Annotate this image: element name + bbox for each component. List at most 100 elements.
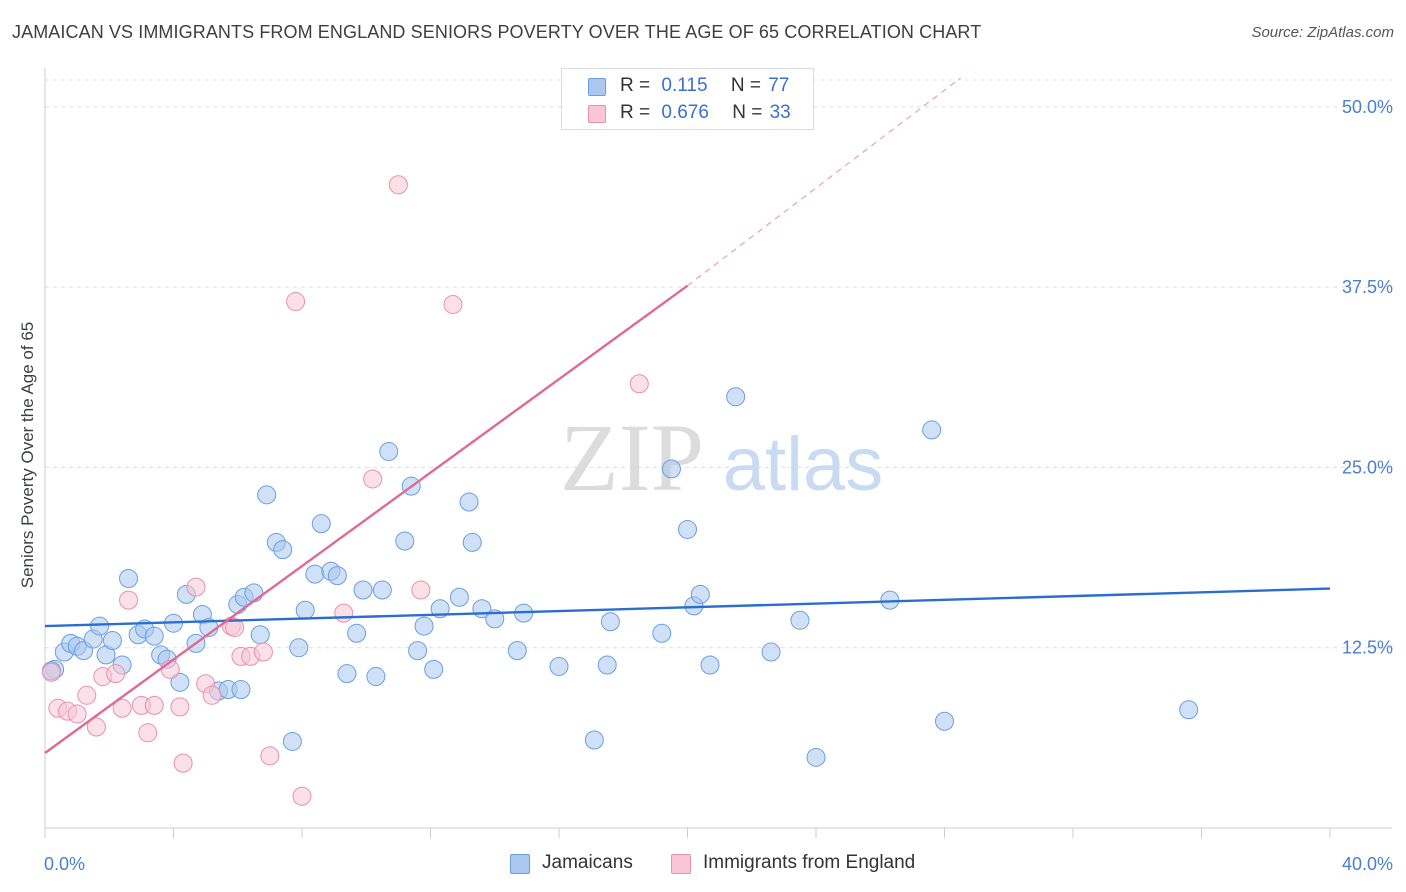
point-jamaicans: [459, 492, 479, 512]
point-england: [77, 685, 97, 705]
point-jamaicans: [372, 580, 392, 600]
trend-lines: [44, 77, 1331, 754]
trend-line-england-extension: [687, 77, 961, 287]
point-england: [629, 374, 649, 394]
legend-swatch-jamaicans: [588, 78, 606, 96]
point-jamaicans: [231, 680, 251, 700]
legend-swatch-england: [588, 105, 606, 123]
point-jamaicans: [726, 387, 746, 407]
point-jamaicans: [549, 656, 569, 676]
point-jamaicans: [327, 566, 347, 586]
point-jamaicans: [366, 667, 386, 687]
legend-r-value: 0.115: [661, 75, 708, 96]
bottom-legend-swatch-england: [671, 854, 691, 874]
point-jamaicans: [485, 609, 505, 629]
legend-n-value: 77: [768, 75, 790, 96]
legend-n-label: N =: [732, 102, 763, 123]
point-jamaicans: [678, 519, 697, 539]
point-jamaicans: [584, 730, 604, 750]
bottom-legend-label: Jamaicans: [542, 852, 633, 873]
point-england: [67, 704, 87, 724]
point-jamaicans: [119, 568, 139, 588]
legend-text: R = 0.115 N = 77: [620, 75, 789, 97]
point-jamaicans: [90, 616, 110, 636]
trend-line-england: [44, 284, 689, 754]
y-tick-label: 12.5%: [1342, 638, 1393, 658]
point-england: [253, 642, 273, 662]
point-england: [260, 746, 280, 766]
point-england: [106, 664, 126, 684]
watermark-atlas: atlas: [723, 422, 884, 507]
point-england: [202, 685, 222, 705]
point-jamaicans: [250, 625, 270, 645]
series-england-points: [41, 175, 649, 806]
point-england: [443, 294, 463, 314]
grid-lines: [45, 79, 1392, 649]
point-jamaicans: [289, 638, 309, 658]
point-jamaicans: [1179, 700, 1199, 720]
point-england: [138, 723, 158, 743]
point-england: [86, 717, 106, 737]
point-england: [119, 590, 139, 610]
point-jamaicans: [347, 623, 367, 643]
point-jamaicans: [305, 564, 325, 584]
point-jamaicans: [144, 626, 164, 646]
point-jamaicans: [935, 711, 954, 731]
point-jamaicans: [295, 600, 315, 620]
point-jamaicans: [700, 655, 720, 675]
point-england: [112, 698, 132, 718]
tick-labels: 12.5% 25.0% 37.5% 50.0% 0.0% 40.0%: [44, 97, 1393, 874]
bottom-legend-label: Immigrants from England: [703, 852, 916, 873]
point-jamaicans: [424, 659, 444, 679]
point-jamaicans: [661, 459, 681, 479]
point-jamaicans: [761, 642, 781, 662]
legend-r-label: R =: [620, 75, 651, 96]
source-label: Source: ZipAtlas.com: [1251, 24, 1394, 41]
point-jamaicans: [170, 672, 190, 692]
point-jamaicans: [379, 442, 399, 462]
point-jamaicans: [790, 610, 810, 630]
point-england: [173, 753, 193, 773]
y-tick-label: 25.0%: [1342, 457, 1393, 477]
point-jamaicans: [652, 623, 672, 643]
point-england: [388, 175, 408, 195]
point-england: [363, 469, 383, 489]
point-jamaicans: [597, 655, 617, 675]
point-england: [292, 786, 312, 806]
point-jamaicans: [922, 420, 942, 440]
point-jamaicans: [244, 583, 264, 603]
x-tick-label: 0.0%: [44, 854, 85, 874]
point-jamaicans: [337, 664, 357, 684]
point-jamaicans: [282, 731, 302, 751]
point-england: [225, 618, 245, 638]
correlation-legend: R = 0.115 N = 77 R = 0.676 N = 33: [561, 68, 814, 130]
point-jamaicans: [102, 631, 122, 650]
legend-r-value: 0.676: [661, 102, 709, 123]
point-jamaicans: [806, 747, 826, 767]
chart-title: JAMAICAN VS IMMIGRANTS FROM ENGLAND SENI…: [12, 22, 982, 42]
x-tick-label: 40.0%: [1342, 854, 1393, 874]
point-jamaicans: [395, 531, 415, 551]
point-jamaicans: [690, 584, 710, 604]
y-axis-label: Seniors Poverty Over the Age of 65: [18, 321, 37, 589]
watermark: ZIP atlas: [560, 404, 883, 511]
point-jamaicans: [408, 641, 428, 661]
point-england: [186, 577, 206, 597]
point-england: [170, 697, 190, 717]
point-jamaicans: [353, 580, 373, 600]
point-england: [144, 695, 164, 715]
point-jamaicans: [462, 532, 482, 552]
point-jamaicans: [507, 641, 527, 661]
point-jamaicans: [414, 616, 434, 636]
point-england: [334, 603, 354, 623]
point-jamaicans: [273, 540, 293, 560]
point-england: [41, 662, 61, 682]
y-tick-label: 50.0%: [1342, 97, 1393, 117]
trend-line-jamaicans: [44, 587, 1331, 628]
point-jamaicans: [257, 485, 277, 505]
bottom-legend-swatch-jamaicans: [510, 854, 530, 874]
legend-r-label: R =: [620, 102, 651, 123]
legend-n-label: N =: [730, 75, 761, 96]
legend-n-value: 33: [769, 102, 791, 123]
